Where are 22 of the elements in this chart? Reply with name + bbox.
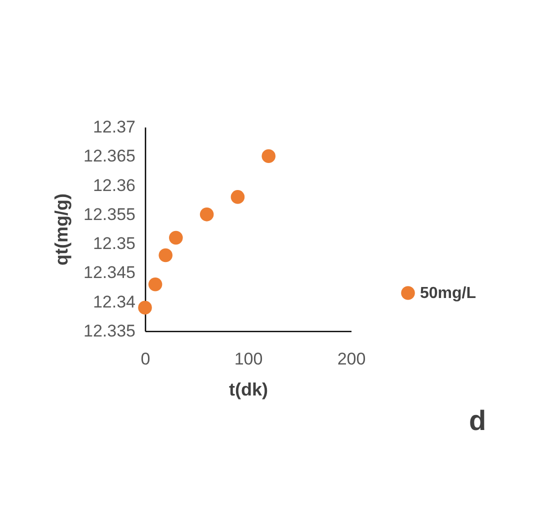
x-tick-label: 200 [337,350,366,368]
x-tick-label: 100 [234,350,263,368]
point [262,149,276,164]
point [169,230,183,245]
y-tick-label: 12.36 [92,176,136,195]
text: d [469,405,486,437]
y-tick-label: 12.345 [84,263,136,282]
x-axis-title: t(dk) [229,380,268,400]
point [148,277,162,292]
y-tick-label: 12.355 [84,204,136,224]
y-tick-label: 12.37 [92,118,136,136]
y-tick-label: 12.34 [92,292,136,312]
legend-label: 50mg/L [420,285,476,302]
point [230,190,245,204]
y-tick-label: 12.365 [84,146,136,166]
point [200,208,214,222]
point [158,248,172,262]
y-axis-title: qt(mg/g) [52,194,72,266]
x-tick-label: 0 [140,350,150,368]
point [138,300,152,315]
y-tick-label: 12.35 [92,234,136,254]
y-tick-label: 12.335 [84,322,136,340]
